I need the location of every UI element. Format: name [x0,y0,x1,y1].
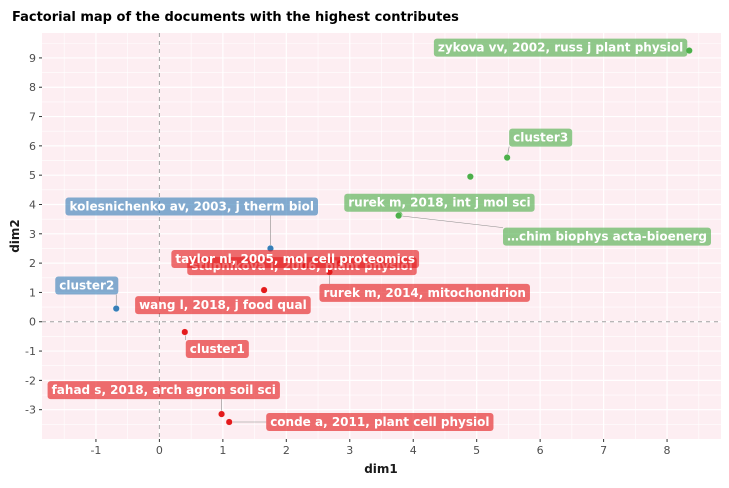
label-box [433,38,688,57]
label-text: rurek m, 2014, mitochondrion [323,286,526,300]
label-box [319,283,530,302]
label-rurek-m-2014-mitochondrion: rurek m, 2014, mitochondrion [319,283,530,302]
x-tick-label: 8 [664,444,671,457]
leader-lines [115,146,510,423]
label-text: rurek m, 2018, int j mol sci [348,196,530,210]
label-box [65,197,319,216]
y-tick-label: -1 [25,345,36,358]
x-axis-title: dim1 [364,462,398,476]
x-tick-label: 6 [537,444,544,457]
label-taylor-nl-2005-mol-cell-proteomics: taylor nl, 2005, mol cell proteomics [171,250,420,269]
label-text: cluster2 [59,279,114,293]
label-zykova-vv-2002-russ-j-plant-physiol: zykova vv, 2002, russ j plant physiol [433,38,688,57]
x-tick-label: 0 [156,444,163,457]
x-tick-label: 1 [219,444,226,457]
label-conde-a-2011-plant-cell-physiol: conde a, 2011, plant cell physiol [266,412,494,431]
x-tick-label: 2 [283,444,290,457]
label-wang-l-2018-j-food-qual: wang l, 2018, j food qual [135,296,311,315]
label-fahad-s-2018-arch-agron-soil-sci: fahad s, 2018, arch agron soil sci [47,381,280,400]
chart-title: Factorial map of the documents with the … [12,10,459,25]
label-cluster3: cluster3 [509,128,573,147]
y-tick-label: -3 [25,404,36,417]
label-cluster2: cluster2 [55,276,119,295]
point-cluster2 [112,305,120,313]
label-text: zykova vv, 2002, russ j plant physiol [438,41,683,55]
x-tick-label: 3 [346,444,353,457]
point-chim-biophys-acta-bioenerg [395,212,403,220]
label-text: wang l, 2018, j food qual [139,298,307,312]
y-tick-label: 5 [29,169,36,182]
label-box [135,296,311,315]
reference-lines [42,33,721,439]
label-box [171,250,420,269]
y-tick-label: 3 [29,228,36,241]
point-conde-a-2011-plant-cell-physiol [225,418,233,426]
label-chim-biophys-acta-bioenerg: …chim biophys acta-bioenerg [503,227,711,246]
point-labels: zykova vv, 2002, russ j plant physiol clu… [47,38,711,431]
y-tick-label: 1 [29,286,36,299]
label-rurek-m-2018-int-j-mol-sci: rurek m, 2018, int j mol sci [344,193,535,212]
x-tick-label: 4 [410,444,417,457]
label-text: …chim biophys acta-bioenerg [507,230,707,244]
y-tick-label: 6 [29,140,36,153]
y-tick-label: -2 [25,374,36,387]
label-text: fahad s, 2018, arch agron soil sci [52,383,276,397]
label-box [503,227,711,246]
label-box [55,276,119,295]
label-box [47,381,280,400]
label-text: cluster3 [513,131,568,145]
label-text: taylor nl, 2005, mol cell proteomics [175,252,415,266]
leader-line [398,215,504,228]
point-fahad-s-2018-arch-agron-soil-sci [218,410,226,418]
x-tick-label: -1 [90,444,101,457]
label-box [509,128,573,147]
point-cluster1 [181,328,189,336]
y-tick-label: 8 [29,81,36,94]
label-text: kolesnichenko av, 2003, j therm biol [69,199,314,213]
label-box [266,412,494,431]
y-tick-label: 9 [29,52,36,65]
label-box [185,340,249,359]
y-tick-label: 2 [29,257,36,270]
point-unlabeled [466,173,474,181]
label-text: conde a, 2011, plant cell physiol [270,415,489,429]
label-text: cluster1 [190,342,245,356]
y-tick-label: 4 [29,198,36,211]
point-wang-l-2018-j-food-qual [260,286,268,294]
label-box [344,193,535,212]
point-cluster3 [503,154,511,162]
label-cluster1: cluster1 [185,340,249,359]
label-kolesnichenko-av-2003-j-therm-biol: kolesnichenko av, 2003, j therm biol [65,197,319,216]
y-tick-label: 7 [29,111,36,124]
y-tick-label: 0 [29,316,36,329]
x-tick-label: 7 [600,444,607,457]
x-tick-label: 5 [473,444,480,457]
axis-ticks: -1 0 1 2 3 4 5 6 7 8 -3 -2 -1 0 1 2 3 4 5 6 7 8 9 [25,52,671,457]
y-axis-title: dim2 [8,219,22,253]
